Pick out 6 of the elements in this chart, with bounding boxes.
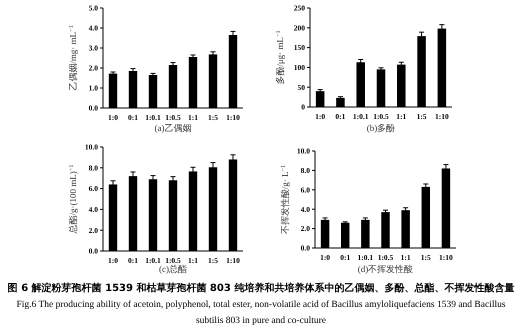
caption: 图 6 解淀粉芽孢杆菌 1539 和枯草芽孢杆菌 803 纯培养和共培养体系中的乙偶姻、多酚、总酯、不挥发性酸含量 — [6, 281, 516, 296]
x-axis-title: (d)不挥发性酸 — [358, 264, 414, 274]
x-axis-title: (a)乙偶姻 — [154, 123, 192, 133]
x-axis-title: (c)总酯 — [159, 264, 187, 274]
x-axis-title: (b)多酚 — [366, 123, 396, 133]
caption: Fig.6 The producing ability of acetoin, polyphenol, total ester, non-volatile acid of Bacillus amyloliquefaciens 1539 and Bacillus subtilis 803 in pure and co-culture — [15, 299, 507, 328]
